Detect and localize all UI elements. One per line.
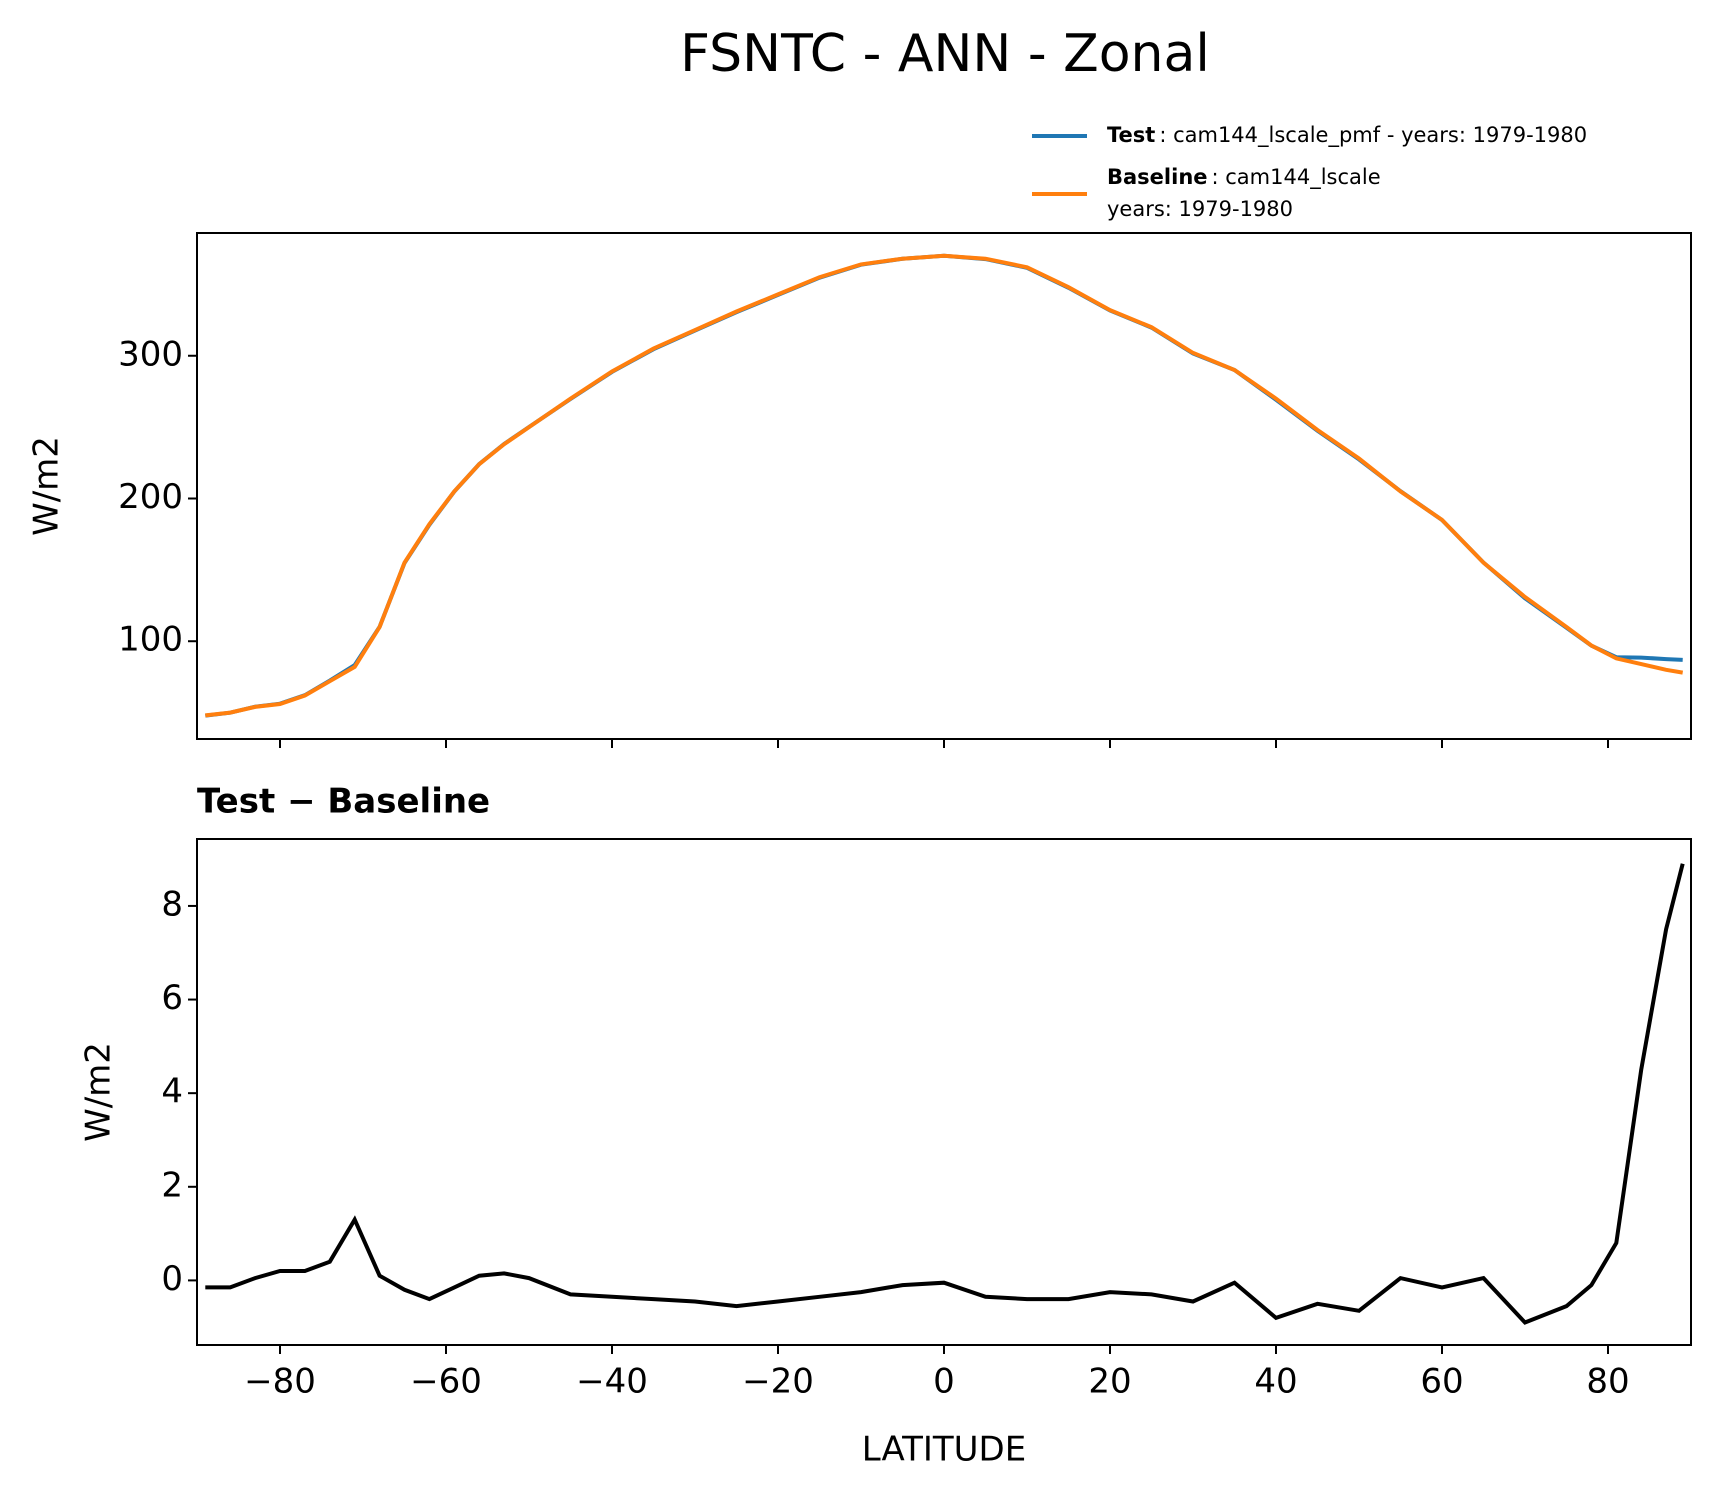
axes-frame bbox=[196, 838, 1692, 1346]
legend-name: Baseline bbox=[1107, 165, 1208, 189]
legend-text: Test: cam144_lscale_pmf - years: 1979-19… bbox=[1107, 123, 1587, 148]
x-tick-label: 40 bbox=[1254, 1362, 1297, 1402]
data-line bbox=[205, 253, 1683, 718]
x-tick-label: 60 bbox=[1420, 1362, 1463, 1402]
y-axis-label: W/m2 bbox=[27, 436, 67, 536]
y-tick-label: 2 bbox=[161, 1165, 183, 1205]
legend-desc: : cam144_lscale bbox=[1212, 165, 1381, 190]
legend-name: Test bbox=[1107, 123, 1155, 147]
x-axis-label: LATITUDE bbox=[862, 1430, 1026, 1470]
y-tick-label: 8 bbox=[161, 884, 183, 924]
x-tick-label: 80 bbox=[1586, 1362, 1629, 1402]
x-tick-label: −40 bbox=[576, 1362, 648, 1402]
data-line bbox=[205, 863, 1685, 1325]
y-axis-label: W/m2 bbox=[79, 1042, 119, 1142]
x-tick-label: 20 bbox=[1088, 1362, 1131, 1402]
y-tick-label: 0 bbox=[161, 1259, 183, 1299]
subplot-title: Test − Baseline bbox=[197, 782, 490, 822]
legend-desc: : cam144_lscale_pmf - years: 1979-1980 bbox=[1159, 123, 1587, 148]
y-tick-label: 200 bbox=[118, 477, 183, 517]
x-tick-label: −60 bbox=[410, 1362, 482, 1402]
data-line bbox=[205, 253, 1684, 718]
chart-title: FSNTC - ANN - Zonal bbox=[680, 24, 1210, 84]
plot-area bbox=[205, 253, 1684, 718]
legend-text: Baseline: cam144_lscale bbox=[1107, 165, 1381, 190]
y-tick-label: 300 bbox=[118, 334, 183, 374]
legend-desc-line: years: 1979-1980 bbox=[1107, 197, 1293, 221]
y-tick-label: 4 bbox=[161, 1072, 183, 1112]
plot-area bbox=[205, 863, 1685, 1325]
y-tick-label: 6 bbox=[161, 978, 183, 1018]
x-tick-label: −20 bbox=[742, 1362, 814, 1402]
x-tick-label: 0 bbox=[933, 1362, 955, 1402]
y-tick-label: 100 bbox=[118, 620, 183, 660]
x-tick-label: −80 bbox=[244, 1362, 316, 1402]
axes-frame bbox=[196, 232, 1692, 740]
